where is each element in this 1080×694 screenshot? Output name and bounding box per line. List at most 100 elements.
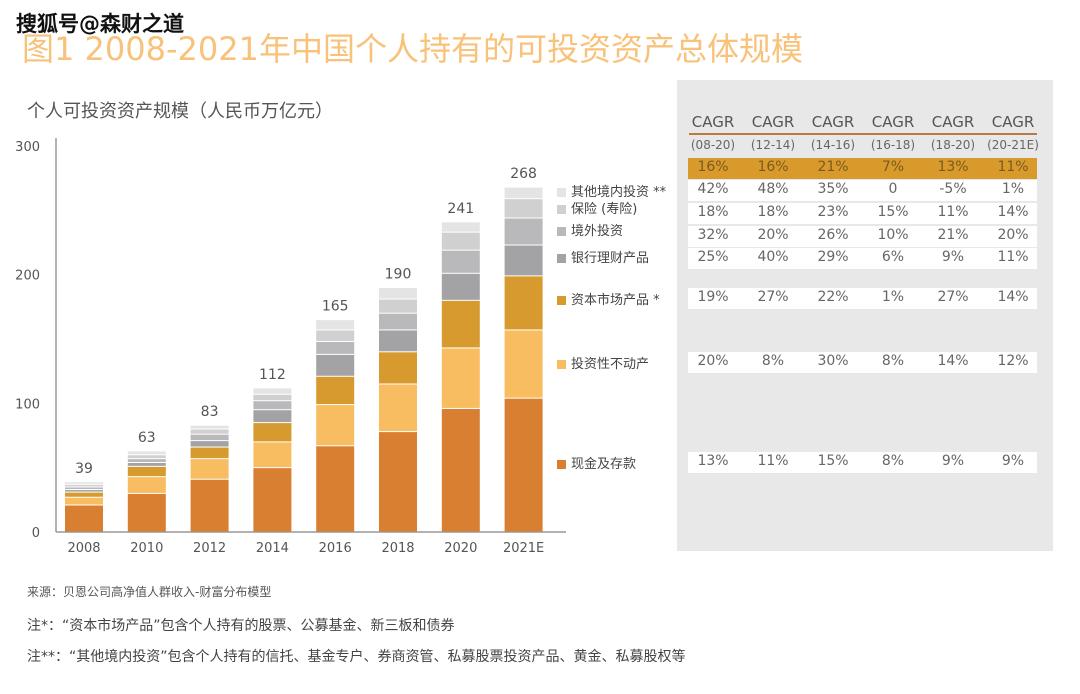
bar-segment	[253, 468, 292, 532]
footnote-2: 注**：“其他境内投资”包含个人持有的信托、基金专户、券商资管、私募股票投资产品…	[27, 649, 686, 665]
bar-segment	[253, 442, 292, 468]
bar-total-label: 190	[385, 266, 412, 282]
legend-item: 其他境内投资 **	[557, 181, 666, 200]
table-cell: 29%	[817, 249, 849, 265]
table-cell: 20%	[757, 227, 789, 243]
bar-segment	[190, 447, 229, 459]
column-period: (14-16)	[810, 138, 856, 152]
table-cell: 21%	[817, 159, 849, 175]
table-cell: 16%	[697, 159, 729, 175]
table-cell: 32%	[697, 227, 729, 243]
table-row: 20% 8% 30% 8% 14% 12%	[688, 352, 1037, 373]
bar-segment	[316, 354, 355, 376]
table-cell: 20%	[697, 353, 729, 369]
bar-total-label: 39	[75, 461, 93, 477]
column-period: (18-20)	[930, 138, 976, 152]
table-row: 32% 20% 26% 10% 21% 20%	[688, 226, 1037, 247]
legend-label: 现金及存款	[571, 457, 637, 472]
table-cell: 35%	[817, 181, 849, 197]
bar-total-label: 63	[138, 430, 156, 446]
bar-segment	[65, 492, 103, 497]
table-row: 19% 27% 22% 1% 27% 14%	[688, 288, 1037, 309]
table-cell: 9%	[941, 453, 965, 469]
legend-swatch	[557, 254, 566, 263]
bar-total-label: 268	[510, 166, 537, 182]
watermark: 搜狐号@森财之道	[16, 12, 184, 36]
table-cell: 15%	[817, 453, 849, 469]
bar-segment	[441, 232, 480, 250]
legend-label: 资本市场产品 *	[571, 293, 660, 308]
bar-segment	[441, 222, 480, 232]
figure-title: 图1 2008-2021年中国个人持有的可投资资产总体规模	[22, 30, 803, 68]
legend-item: 现金及存款	[557, 453, 636, 472]
table-cell: 26%	[817, 227, 849, 243]
bar-segment	[504, 330, 543, 398]
bar-segment	[379, 313, 417, 330]
bar-segment	[253, 388, 292, 394]
table-cell: 27%	[757, 289, 789, 305]
column-period: (08-20)	[690, 138, 736, 152]
table-cell: 12%	[997, 353, 1029, 369]
table-cell: 11%	[997, 249, 1029, 265]
y-tick-label: 100	[15, 397, 40, 412]
y-tick-label: 0	[32, 526, 40, 541]
x-tick-label: 2018	[381, 541, 414, 556]
table-cell: 8%	[881, 353, 905, 369]
column-header: CAGR	[691, 113, 735, 131]
table-cell: 40%	[757, 249, 789, 265]
column-header: CAGR	[991, 113, 1035, 131]
x-tick-label: 2008	[67, 541, 100, 556]
table-cell: 14%	[937, 353, 969, 369]
bar-segment	[65, 487, 103, 490]
table-cell: 1%	[881, 289, 905, 305]
bar-segment	[127, 459, 166, 463]
table-cell: 7%	[881, 159, 905, 175]
bar-segment	[65, 490, 103, 492]
table-cell: 14%	[997, 289, 1029, 305]
bar-segment	[253, 394, 292, 401]
table-cell: 21%	[937, 227, 969, 243]
bar-segment	[441, 300, 480, 348]
bar-segment	[316, 376, 355, 405]
table-cell: 9%	[1001, 453, 1025, 469]
table-cell: -5%	[939, 181, 967, 197]
legend-label: 银行理财产品	[571, 251, 650, 266]
bar-segment	[379, 299, 417, 313]
bar-segment	[253, 423, 292, 442]
bar-segment	[504, 199, 543, 218]
table-cell: 13%	[937, 159, 969, 175]
bar-segment	[190, 441, 229, 447]
bar-segment	[316, 405, 355, 446]
bar-segment	[127, 451, 166, 455]
bar-segment	[504, 245, 543, 276]
x-tick-label: 2021E	[503, 541, 544, 556]
bar-segment	[127, 463, 166, 466]
table-cell: 23%	[817, 204, 849, 220]
bar-segment	[379, 287, 417, 299]
bar-segment	[65, 505, 103, 532]
x-tick-label: 2012	[193, 541, 226, 556]
bar-segment	[316, 330, 355, 342]
column-period: (16-18)	[870, 138, 916, 152]
table-cell: 10%	[877, 227, 909, 243]
table-cell: 8%	[881, 453, 905, 469]
table-row: 25% 40% 29% 6% 9% 11%	[688, 248, 1037, 269]
table-row: 18% 18% 23% 15% 11% 14%	[688, 203, 1037, 224]
column-header: CAGR	[751, 113, 795, 131]
column-period: (20-21E)	[987, 138, 1039, 152]
source-note: 来源：贝恩公司高净值人群收入-财富分布模型	[27, 585, 272, 599]
bar-segment	[65, 497, 103, 505]
table-cell: 8%	[761, 353, 785, 369]
table-row: 16% 16% 21% 7% 13% 11%	[688, 158, 1037, 179]
table-cell: 18%	[697, 204, 729, 220]
x-tick-label: 2020	[444, 541, 477, 556]
bar-segment	[379, 432, 417, 532]
x-tick-label: 2010	[130, 541, 163, 556]
column-header: CAGR	[871, 113, 915, 131]
table-cell: 30%	[817, 353, 849, 369]
bar-segment	[504, 398, 543, 532]
x-tick-label: 2016	[319, 541, 352, 556]
table-cell: 22%	[817, 289, 849, 305]
bar-segment	[127, 477, 166, 493]
legend-label: 境外投资	[571, 224, 624, 239]
